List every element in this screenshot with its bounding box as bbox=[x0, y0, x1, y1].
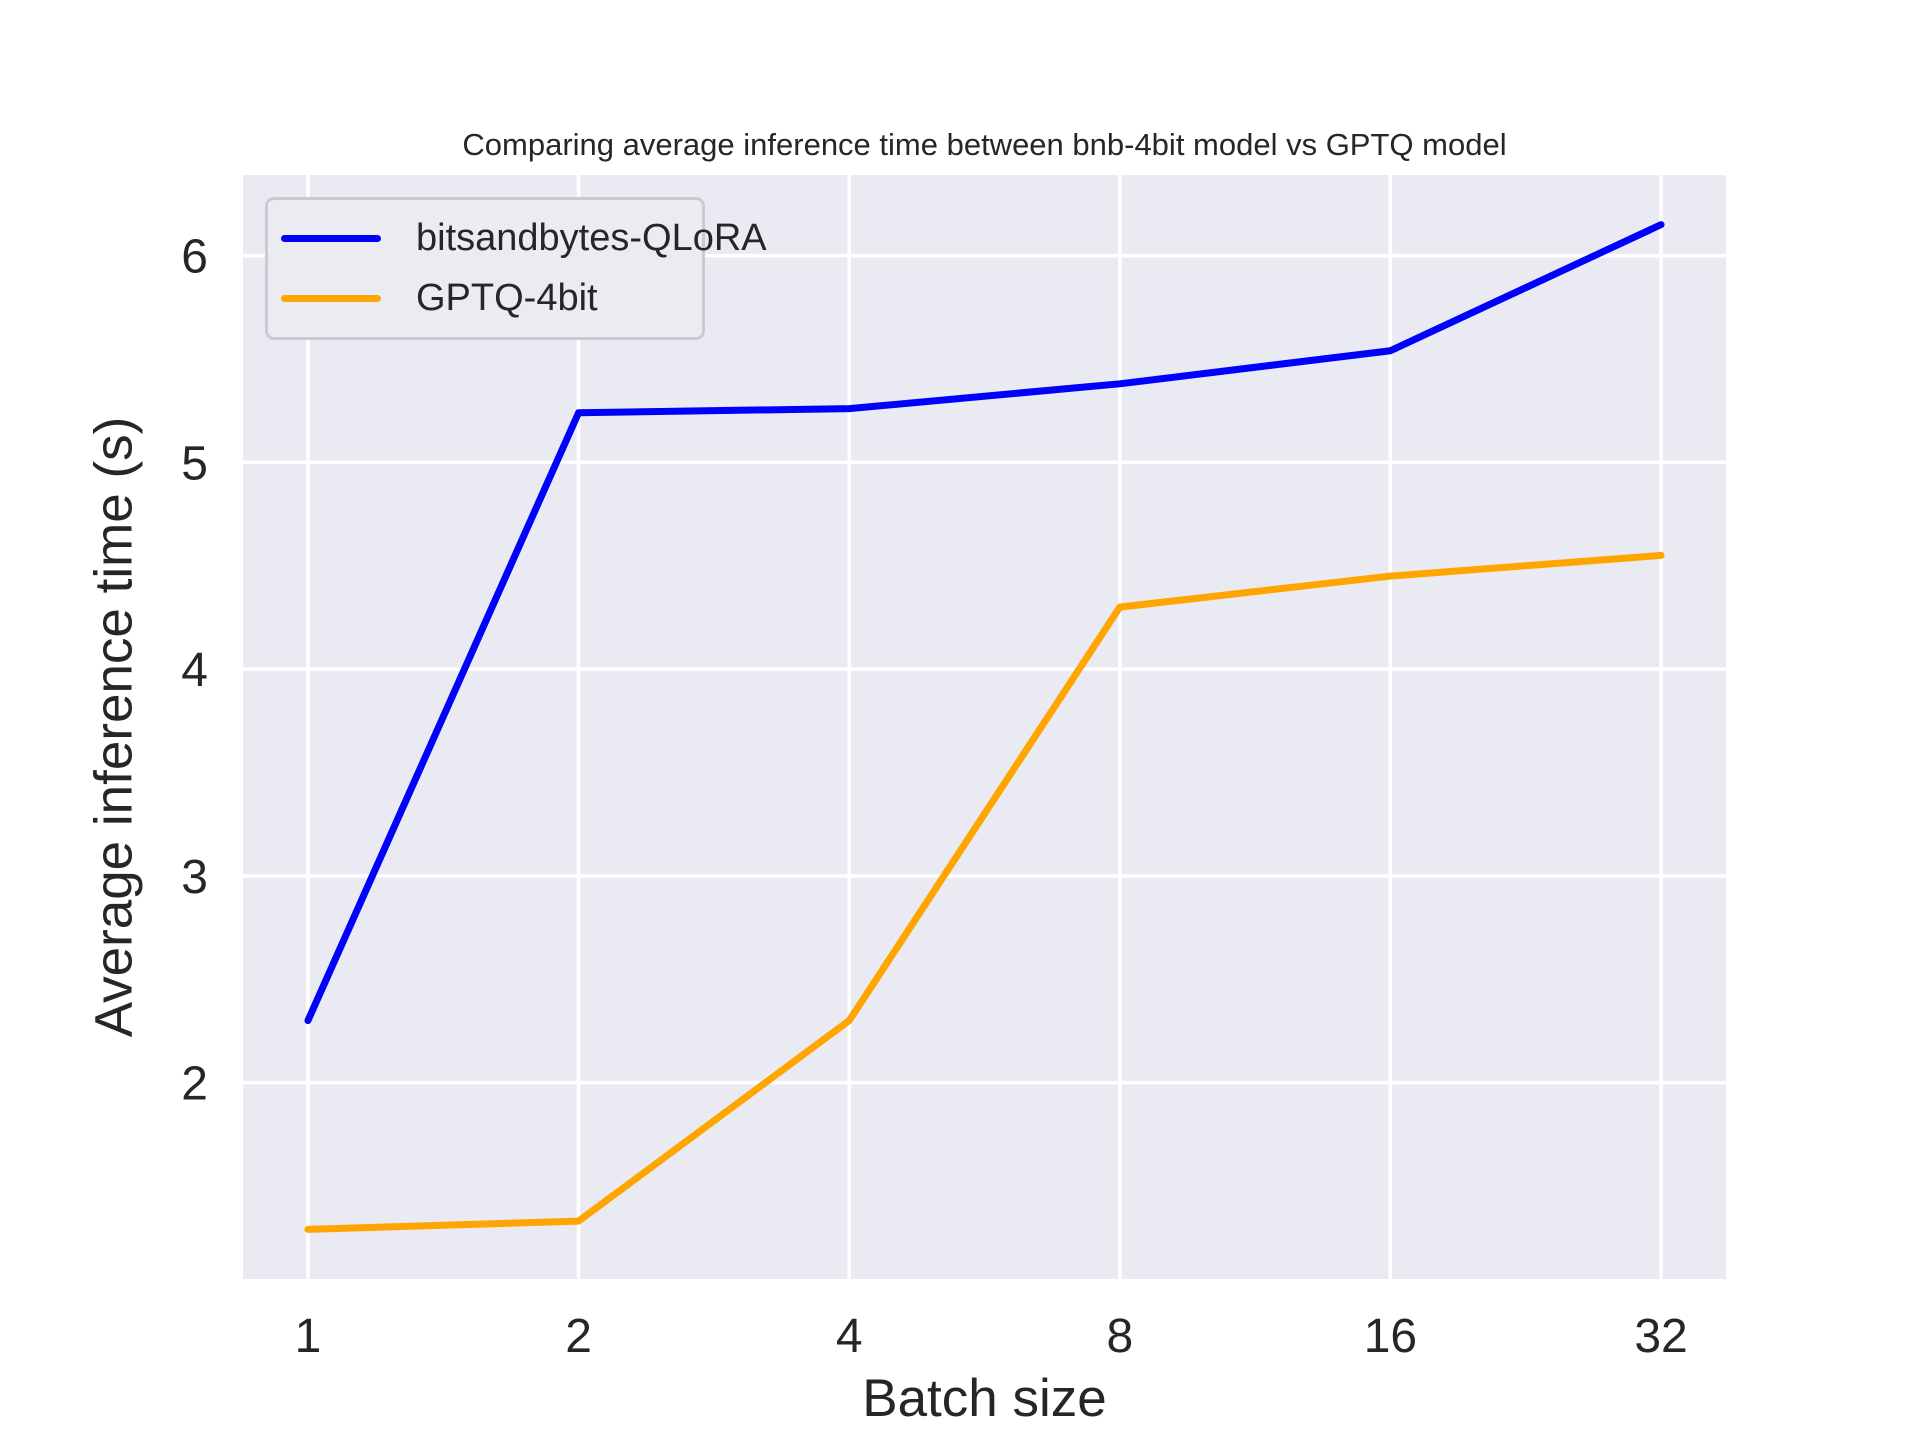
y-tick-label: 2 bbox=[181, 1058, 208, 1111]
plot-background bbox=[243, 175, 1726, 1279]
x-tick-label: 16 bbox=[1364, 1310, 1417, 1363]
series-line-gptq-4bit bbox=[304, 551, 1665, 1233]
y-tick-label: 6 bbox=[181, 231, 208, 284]
x-tick-label: 4 bbox=[836, 1310, 863, 1363]
y-tick-label: 4 bbox=[181, 644, 208, 697]
x-axis-label: Batch size bbox=[862, 1369, 1107, 1428]
legend-item-gptq: GPTQ-4bit bbox=[281, 277, 702, 320]
series-line-bitsandbytes-qlora bbox=[304, 221, 1665, 1025]
y-tick-label: 3 bbox=[181, 851, 208, 904]
legend-line-swatch-blue bbox=[281, 235, 381, 242]
legend-item-bnb: bitsandbytes-QLoRA bbox=[281, 217, 767, 260]
x-tick-label: 32 bbox=[1634, 1310, 1687, 1363]
legend-label-gptq: GPTQ-4bit bbox=[416, 277, 598, 319]
legend-label-bnb: bitsandbytes-QLoRA bbox=[416, 217, 767, 259]
x-tick-label: 1 bbox=[295, 1310, 322, 1363]
y-tick-label: 5 bbox=[181, 437, 208, 490]
x-tick-label: 8 bbox=[1106, 1310, 1133, 1363]
legend-line-swatch-orange bbox=[281, 295, 381, 302]
x-tick-label: 2 bbox=[565, 1310, 592, 1363]
legend: bitsandbytes-QLoRA GPTQ-4bit bbox=[265, 197, 767, 340]
chart-title: Comparing average inference time between… bbox=[462, 127, 1507, 162]
